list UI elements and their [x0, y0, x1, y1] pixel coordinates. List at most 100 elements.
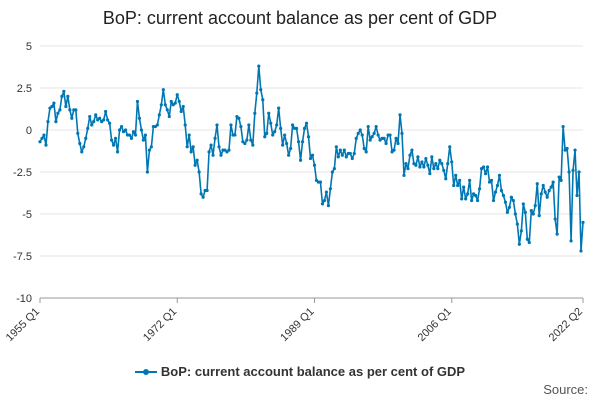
- data-point[interactable]: [402, 173, 406, 177]
- data-point[interactable]: [525, 237, 529, 241]
- data-point[interactable]: [326, 204, 331, 208]
- data-point[interactable]: [440, 162, 444, 166]
- data-point[interactable]: [336, 155, 340, 159]
- data-point[interactable]: [251, 143, 255, 147]
- data-point[interactable]: [185, 145, 189, 149]
- data-point[interactable]: [187, 133, 191, 137]
- data-point[interactable]: [161, 88, 165, 92]
- data-point[interactable]: [104, 109, 108, 114]
- data-point[interactable]: [366, 125, 370, 129]
- data-point[interactable]: [491, 198, 496, 203]
- data-point[interactable]: [428, 172, 432, 176]
- data-point[interactable]: [559, 178, 563, 182]
- data-point[interactable]: [511, 198, 515, 203]
- data-point[interactable]: [265, 131, 269, 135]
- data-point[interactable]: [90, 123, 94, 127]
- data-point[interactable]: [342, 148, 346, 152]
- data-point[interactable]: [94, 113, 98, 117]
- data-point[interactable]: [66, 94, 70, 98]
- data-point[interactable]: [119, 125, 124, 129]
- data-point[interactable]: [541, 183, 545, 188]
- data-point[interactable]: [340, 153, 344, 157]
- data-point[interactable]: [213, 136, 217, 140]
- data-point[interactable]: [247, 123, 251, 127]
- data-point[interactable]: [259, 88, 263, 92]
- data-point[interactable]: [577, 170, 581, 174]
- data-point[interactable]: [304, 121, 309, 125]
- data-point[interactable]: [400, 131, 404, 135]
- data-point[interactable]: [68, 108, 72, 112]
- data-point[interactable]: [557, 175, 561, 179]
- data-point[interactable]: [312, 163, 317, 167]
- data-point[interactable]: [56, 111, 60, 115]
- data-point[interactable]: [396, 141, 400, 146]
- data-point[interactable]: [62, 89, 66, 93]
- data-point[interactable]: [269, 121, 273, 125]
- data-point[interactable]: [189, 150, 193, 154]
- data-point[interactable]: [98, 116, 102, 120]
- data-point[interactable]: [509, 195, 513, 199]
- data-point[interactable]: [82, 145, 86, 149]
- data-point[interactable]: [181, 104, 185, 109]
- data-point[interactable]: [328, 187, 332, 191]
- data-point[interactable]: [493, 190, 498, 194]
- data-point[interactable]: [237, 116, 241, 120]
- data-point[interactable]: [466, 192, 470, 196]
- data-point[interactable]: [215, 123, 219, 127]
- data-point[interactable]: [410, 148, 414, 152]
- data-point[interactable]: [501, 193, 506, 198]
- data-point[interactable]: [348, 151, 352, 156]
- data-point[interactable]: [503, 200, 508, 204]
- data-point[interactable]: [553, 217, 557, 221]
- data-point[interactable]: [569, 239, 573, 243]
- data-point[interactable]: [267, 111, 271, 115]
- data-point[interactable]: [92, 120, 96, 124]
- data-point[interactable]: [229, 123, 233, 127]
- data-point[interactable]: [273, 130, 277, 134]
- data-point[interactable]: [549, 185, 553, 189]
- data-point[interactable]: [84, 136, 88, 140]
- data-point[interactable]: [291, 123, 295, 127]
- data-point[interactable]: [52, 101, 56, 105]
- data-point[interactable]: [420, 160, 424, 164]
- data-point[interactable]: [165, 108, 169, 112]
- data-point[interactable]: [358, 128, 362, 132]
- data-point[interactable]: [384, 141, 388, 146]
- data-point[interactable]: [60, 94, 64, 98]
- data-point[interactable]: [481, 165, 486, 169]
- data-point[interactable]: [495, 183, 500, 188]
- data-point[interactable]: [388, 133, 392, 137]
- data-point[interactable]: [368, 138, 372, 142]
- data-point[interactable]: [137, 116, 142, 120]
- data-point[interactable]: [565, 146, 569, 151]
- data-point[interactable]: [436, 167, 440, 171]
- data-point[interactable]: [113, 136, 118, 140]
- data-point[interactable]: [350, 156, 354, 161]
- data-point[interactable]: [579, 249, 583, 253]
- data-point[interactable]: [324, 190, 329, 194]
- data-point[interactable]: [460, 197, 464, 201]
- data-point[interactable]: [545, 195, 549, 199]
- data-point[interactable]: [422, 165, 426, 169]
- data-point[interactable]: [442, 168, 446, 172]
- data-point[interactable]: [78, 141, 82, 146]
- data-point[interactable]: [300, 140, 305, 144]
- data-point[interactable]: [527, 240, 531, 245]
- data-point[interactable]: [462, 185, 466, 189]
- data-point[interactable]: [567, 170, 571, 174]
- data-point[interactable]: [394, 136, 398, 140]
- data-point[interactable]: [86, 126, 90, 130]
- data-point[interactable]: [444, 177, 448, 181]
- data-point[interactable]: [117, 128, 122, 132]
- data-point[interactable]: [50, 104, 54, 109]
- data-point[interactable]: [376, 133, 380, 137]
- data-point[interactable]: [285, 141, 289, 146]
- data-point[interactable]: [354, 136, 358, 140]
- data-point[interactable]: [306, 135, 311, 139]
- data-point[interactable]: [430, 155, 434, 159]
- data-point[interactable]: [537, 214, 541, 218]
- data-point[interactable]: [257, 64, 261, 68]
- data-point[interactable]: [209, 143, 213, 147]
- data-point[interactable]: [507, 205, 512, 209]
- data-point[interactable]: [54, 120, 58, 124]
